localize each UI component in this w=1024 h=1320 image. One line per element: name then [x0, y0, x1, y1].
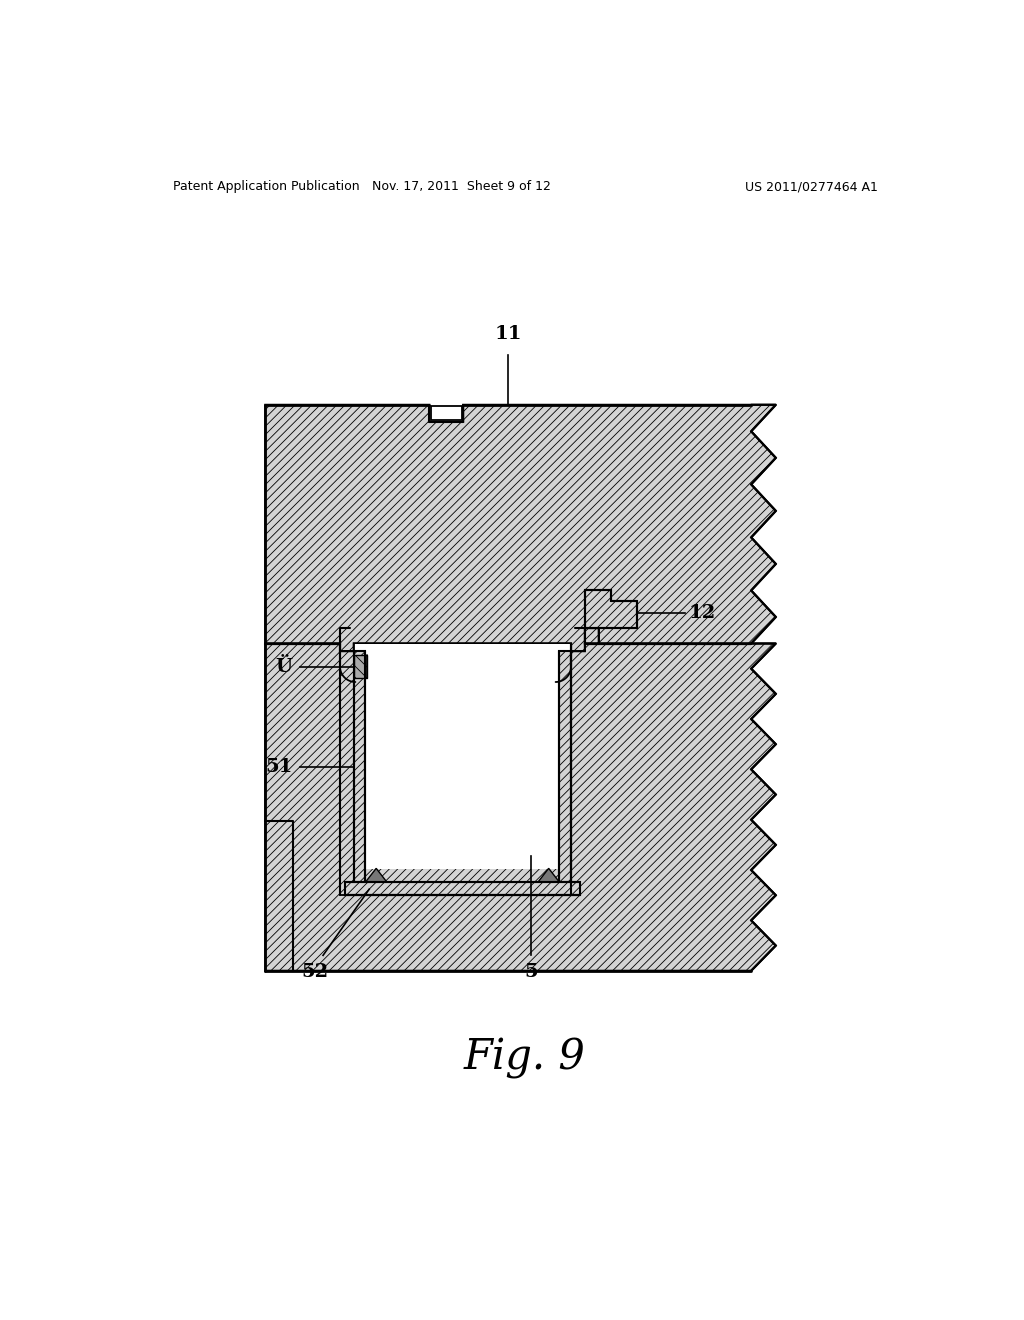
Text: Ü: Ü [275, 657, 292, 676]
Text: 12: 12 [689, 603, 716, 622]
Text: Nov. 17, 2011  Sheet 9 of 12: Nov. 17, 2011 Sheet 9 of 12 [372, 181, 551, 194]
Polygon shape [265, 644, 776, 970]
Polygon shape [345, 882, 581, 895]
Polygon shape [265, 405, 776, 651]
Text: Patent Application Publication: Patent Application Publication [173, 181, 359, 194]
Text: Fig. 9: Fig. 9 [464, 1036, 586, 1078]
Polygon shape [538, 869, 559, 882]
Text: 52: 52 [302, 964, 329, 981]
Polygon shape [354, 651, 366, 882]
Text: 11: 11 [495, 325, 521, 343]
Polygon shape [354, 644, 571, 869]
Polygon shape [585, 590, 637, 628]
Polygon shape [431, 407, 462, 420]
Polygon shape [366, 869, 387, 882]
Text: 51: 51 [265, 758, 292, 776]
Polygon shape [559, 651, 571, 882]
Polygon shape [354, 655, 367, 678]
Text: 5: 5 [524, 964, 538, 981]
Text: US 2011/0277464 A1: US 2011/0277464 A1 [744, 181, 878, 194]
